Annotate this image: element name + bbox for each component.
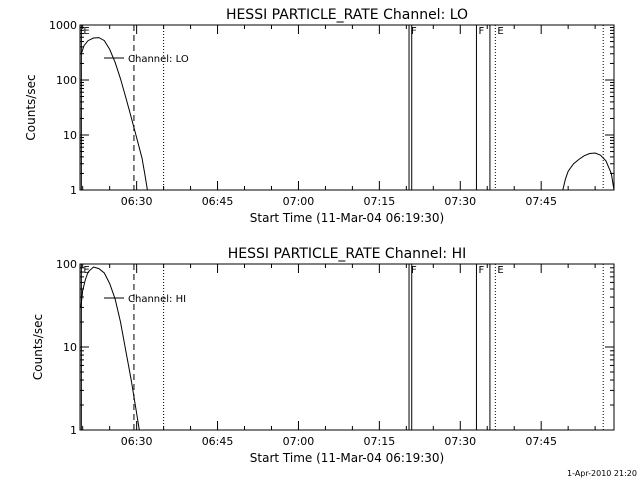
x-axis-label-lo: Start Time (11-Mar-04 06:19:30) bbox=[250, 211, 444, 225]
data-series-lo-0 bbox=[80, 37, 148, 191]
y-tick-label: 1000 bbox=[49, 19, 77, 32]
event-marker-label: F bbox=[478, 26, 484, 37]
x-tick-label: 07:15 bbox=[364, 195, 396, 208]
x-tick-label: 07:00 bbox=[283, 435, 315, 448]
y-tick-label: 10 bbox=[63, 129, 77, 142]
data-series-lo-1 bbox=[562, 152, 615, 191]
x-tick-label: 06:45 bbox=[202, 195, 234, 208]
generated-timestamp: 1-Apr-2010 21:20 bbox=[567, 469, 637, 478]
event-marker-label: F bbox=[411, 26, 417, 37]
x-tick-label: 07:30 bbox=[444, 435, 476, 448]
plot-frame-hi bbox=[79, 263, 615, 431]
x-tick-label: 06:45 bbox=[202, 435, 234, 448]
legend-label-hi: Channel: HI bbox=[128, 294, 186, 305]
y-tick-label: 100 bbox=[56, 74, 77, 87]
event-marker-label: E bbox=[83, 265, 89, 276]
event-marker-label: F bbox=[478, 265, 484, 276]
chart-title-lo: HESSI PARTICLE_RATE Channel: LO bbox=[226, 7, 468, 23]
x-tick-label: 07:45 bbox=[525, 195, 557, 208]
panel-channel-hi: HESSI PARTICLE_RATE Channel: HI 1 10 100 06:… bbox=[31, 246, 615, 465]
x-tick-label: 07:30 bbox=[444, 195, 476, 208]
event-marker-label: F bbox=[411, 265, 417, 276]
y-tick-label: 100 bbox=[56, 258, 77, 271]
chart-title-hi: HESSI PARTICLE_RATE Channel: HI bbox=[228, 246, 466, 262]
plot-frame-lo bbox=[79, 24, 615, 191]
legend-label-lo: Channel: LO bbox=[128, 54, 189, 65]
x-axis-label-hi: Start Time (11-Mar-04 06:19:30) bbox=[250, 451, 444, 465]
x-tick-label: 07:45 bbox=[525, 435, 557, 448]
x-tick-label: 07:15 bbox=[364, 435, 396, 448]
x-tick-label: 07:00 bbox=[283, 195, 315, 208]
y-tick-label: 1 bbox=[70, 184, 77, 197]
x-tick-label: 06:30 bbox=[121, 435, 153, 448]
panel-channel-lo: HESSI PARTICLE_RATE Channel: LO 1 10 100 100… bbox=[24, 7, 615, 225]
data-series-hi-0 bbox=[80, 266, 140, 431]
y-axis-label-lo: Counts/sec bbox=[24, 74, 38, 140]
event-marker-label: E bbox=[497, 265, 503, 276]
x-tick-label: 06:30 bbox=[121, 195, 153, 208]
y-axis-label-hi: Counts/sec bbox=[31, 314, 45, 380]
y-tick-label: 1 bbox=[70, 424, 77, 437]
event-marker-label: E bbox=[83, 26, 89, 37]
y-tick-label: 10 bbox=[63, 341, 77, 354]
event-marker-label: E bbox=[497, 26, 503, 37]
